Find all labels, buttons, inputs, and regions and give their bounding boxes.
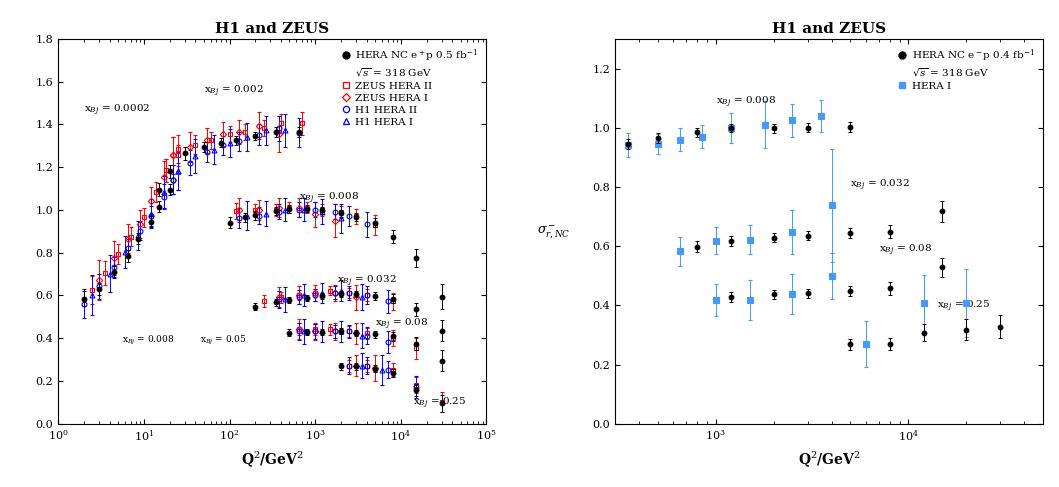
X-axis label: Q$^2$/GeV$^2$: Q$^2$/GeV$^2$ [797,449,860,468]
Text: x$_{Bj}$ = 0.032: x$_{Bj}$ = 0.032 [850,178,910,193]
Text: x$_{Bj}$ = 0.032: x$_{Bj}$ = 0.032 [337,274,397,289]
Text: x$_{Bj}$ = 0.008: x$_{Bj}$ = 0.008 [122,334,174,347]
Text: x$_{Bj}$ = 0.08: x$_{Bj}$ = 0.08 [375,317,429,332]
Legend: HERA NC e$^-$p 0.4 fb$^{-1}$, $\sqrt{s}$ = 318 GeV, HERA I: HERA NC e$^-$p 0.4 fb$^{-1}$, $\sqrt{s}$… [894,44,1038,94]
Text: x$_{Bj}$ = 0.08: x$_{Bj}$ = 0.08 [879,243,932,258]
Title: H1 and ZEUS: H1 and ZEUS [772,22,886,37]
Text: x$_{Bj}$ = 0.008: x$_{Bj}$ = 0.008 [716,95,776,110]
Title: H1 and ZEUS: H1 and ZEUS [215,22,329,37]
Text: x$_{Bj}$ = 0.0002: x$_{Bj}$ = 0.0002 [84,103,150,118]
Text: x$_{Bj}$ = 0.25: x$_{Bj}$ = 0.25 [413,396,466,411]
Legend: HERA NC e$^+$p 0.5 fb$^{-1}$, $\sqrt{s}$ = 318 GeV, ZEUS HERA II, ZEUS HERA I, H: HERA NC e$^+$p 0.5 fb$^{-1}$, $\sqrt{s}$… [338,44,481,130]
Y-axis label: $\sigma^-_{r, NC}$: $\sigma^-_{r, NC}$ [537,223,570,240]
Text: x$_{Bj}$ = 0.008: x$_{Bj}$ = 0.008 [299,190,359,206]
Text: x$_{Bj}$ = 0.25: x$_{Bj}$ = 0.25 [936,299,990,314]
X-axis label: Q$^2$/GeV$^2$: Q$^2$/GeV$^2$ [241,449,304,468]
Text: x$_{Bj}$ = 0.002: x$_{Bj}$ = 0.002 [203,84,264,99]
Text: x$_{Bj}$ = 0.05: x$_{Bj}$ = 0.05 [200,334,247,347]
